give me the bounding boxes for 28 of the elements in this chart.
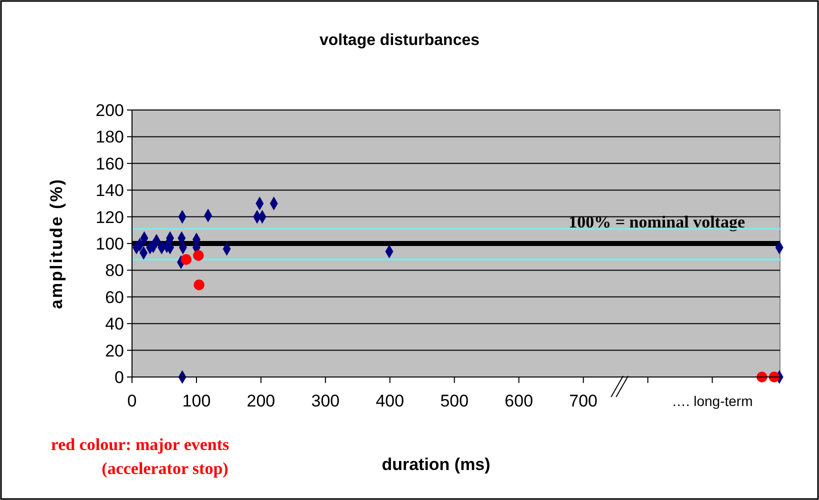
x-tick-label: 100	[182, 392, 211, 410]
x-tick-label: 500	[440, 392, 469, 410]
text: red colour: major events (accelerator stop)	[50, 435, 230, 478]
chart-title: voltage disturbances	[319, 32, 480, 49]
y-tick-label: 200	[96, 101, 124, 120]
y-tick-label: 100	[96, 234, 124, 254]
x-tick-label: …. long-term	[672, 393, 753, 409]
y-tick-label: 20	[105, 341, 124, 360]
point	[193, 250, 204, 261]
y-tick-label: 120	[96, 208, 124, 227]
y-tick-label: 80	[105, 261, 124, 280]
point	[194, 280, 204, 290]
y-tick-label: 180	[96, 128, 124, 147]
x-tick-label: 400	[376, 392, 404, 410]
x-tick-label: 600	[504, 392, 534, 410]
ref-line-label: 100% = nominal voltage	[568, 212, 746, 232]
x-tick-label: 0	[127, 392, 137, 410]
x-axis-title: duration (ms)	[382, 455, 490, 474]
x-tick-label: 200	[246, 392, 276, 410]
y-axis-title: amplitude (%)	[47, 178, 66, 309]
point	[180, 254, 192, 265]
y-tick-label: 60	[105, 288, 124, 307]
x-tick-label: 300	[311, 392, 340, 410]
y-tick-label: 160	[96, 154, 124, 174]
y-tick-label: 0	[114, 368, 124, 387]
x-tick-label: 700	[569, 392, 598, 410]
y-tick-label: 140	[96, 181, 124, 200]
y-tick-label: 40	[105, 314, 124, 334]
